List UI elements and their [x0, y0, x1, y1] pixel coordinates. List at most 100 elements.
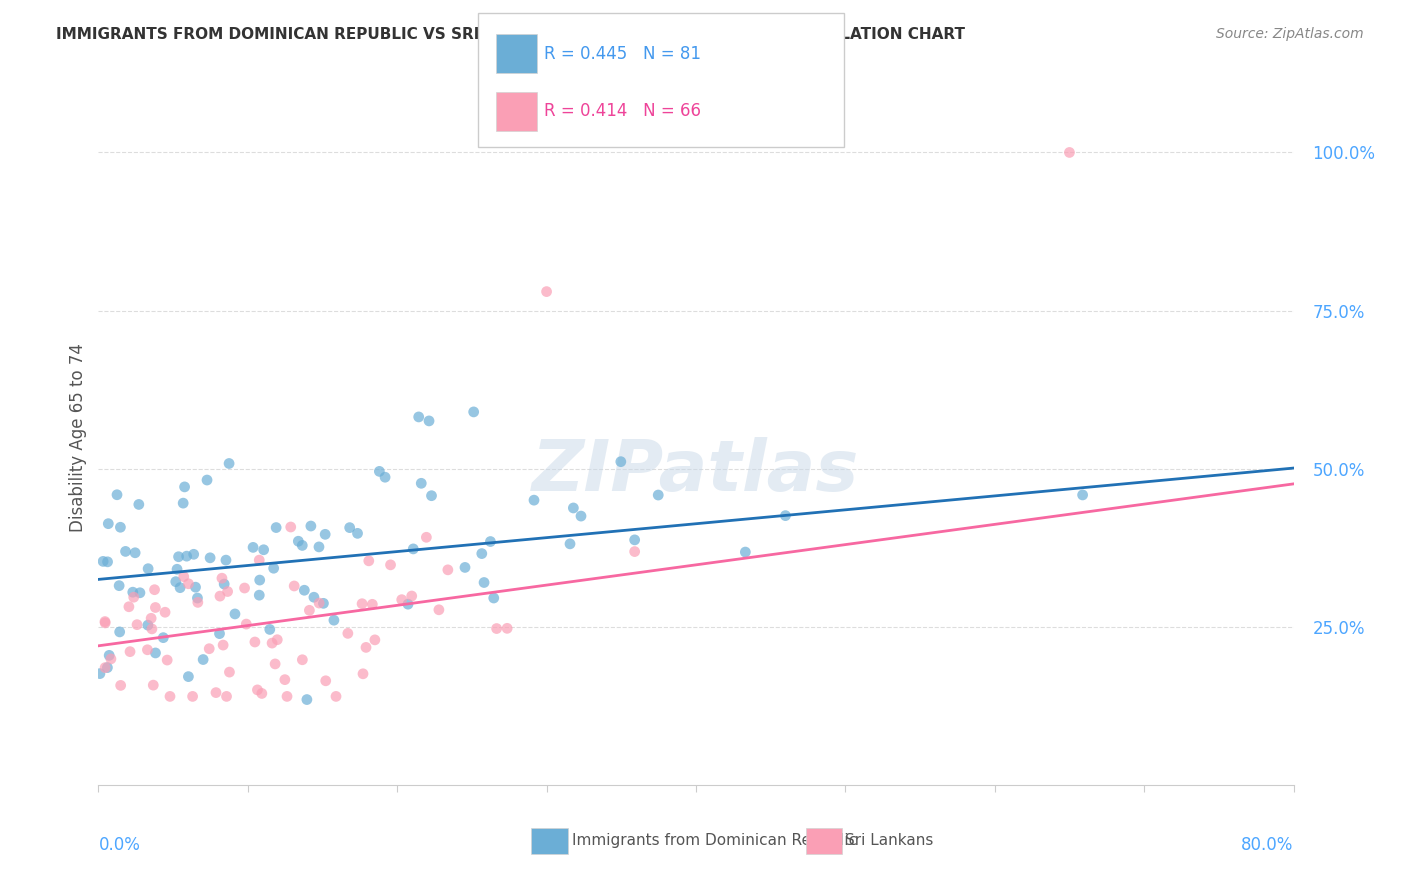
Point: [96, 555, 118, 569]
Point: [122, 591, 145, 605]
Point: [427, 603, 450, 617]
Point: [287, 534, 309, 549]
Point: [136, 642, 159, 657]
Point: [396, 597, 419, 611]
Text: Source: ZipAtlas.com: Source: ZipAtlas.com: [1216, 27, 1364, 41]
Point: [482, 591, 505, 605]
Point: [354, 640, 377, 655]
Point: [352, 597, 374, 611]
Point: [94, 615, 117, 629]
Point: [734, 545, 756, 559]
Point: [97, 516, 120, 531]
Point: [415, 530, 437, 544]
Point: [172, 496, 194, 510]
Point: [339, 521, 361, 535]
Point: [142, 678, 165, 692]
Point: [183, 547, 205, 561]
Point: [198, 641, 221, 656]
Point: [105, 488, 128, 502]
Point: [775, 508, 797, 523]
Point: [523, 493, 546, 508]
Point: [177, 576, 200, 591]
Point: [208, 589, 231, 603]
Text: Immigrants from Dominican Republic: Immigrants from Dominican Republic: [572, 833, 858, 847]
Point: [647, 488, 669, 502]
Point: [558, 537, 581, 551]
Point: [463, 405, 485, 419]
Point: [215, 553, 238, 567]
Point: [312, 596, 335, 610]
Text: IMMIGRANTS FROM DOMINICAN REPUBLIC VS SRI LANKAN DISABILITY AGE 65 TO 74 CORRELA: IMMIGRANTS FROM DOMINICAN REPUBLIC VS SR…: [56, 27, 966, 42]
Point: [562, 500, 585, 515]
Point: [454, 560, 477, 574]
Point: [114, 544, 136, 558]
Point: [145, 646, 167, 660]
Point: [247, 588, 270, 602]
Point: [184, 580, 207, 594]
Point: [152, 631, 174, 645]
Point: [274, 673, 297, 687]
Point: [325, 690, 347, 704]
Point: [253, 542, 276, 557]
Point: [187, 595, 209, 609]
Point: [569, 509, 592, 524]
Point: [145, 600, 167, 615]
Point: [259, 623, 281, 637]
Point: [143, 582, 166, 597]
Point: [141, 622, 163, 636]
Point: [401, 589, 423, 603]
Point: [262, 636, 284, 650]
Point: [266, 632, 288, 647]
Point: [242, 541, 264, 555]
Point: [208, 626, 231, 640]
Point: [108, 624, 131, 639]
Point: [295, 692, 318, 706]
Point: [139, 611, 162, 625]
Point: [471, 547, 494, 561]
Point: [169, 581, 191, 595]
Point: [89, 666, 111, 681]
Point: [308, 596, 330, 610]
Point: [357, 554, 380, 568]
Point: [195, 473, 218, 487]
Point: [536, 285, 558, 299]
Point: [346, 526, 368, 541]
Text: R = 0.414   N = 66: R = 0.414 N = 66: [544, 103, 702, 120]
Text: ZIPatlas: ZIPatlas: [533, 437, 859, 507]
Point: [418, 414, 440, 428]
Point: [623, 533, 645, 547]
Point: [176, 549, 198, 563]
Point: [291, 538, 314, 552]
Point: [276, 690, 298, 704]
Point: [243, 635, 266, 649]
Point: [361, 597, 384, 611]
Point: [233, 581, 256, 595]
Point: [610, 455, 633, 469]
Point: [402, 541, 425, 556]
Point: [1059, 145, 1081, 160]
Point: [352, 666, 374, 681]
Point: [124, 546, 146, 560]
Point: [235, 617, 257, 632]
Point: [215, 690, 238, 704]
Point: [173, 569, 195, 583]
Point: [98, 648, 121, 663]
Point: [299, 519, 322, 533]
Point: [153, 605, 176, 619]
Point: [181, 690, 204, 704]
Point: [218, 665, 240, 679]
Point: [91, 554, 114, 568]
Point: [118, 599, 141, 614]
Point: [283, 579, 305, 593]
Point: [291, 653, 314, 667]
Point: [110, 520, 132, 534]
Point: [136, 618, 159, 632]
Text: R = 0.445   N = 81: R = 0.445 N = 81: [544, 45, 702, 62]
Point: [249, 573, 271, 587]
Point: [96, 660, 118, 674]
Point: [177, 670, 200, 684]
Point: [250, 686, 273, 700]
Y-axis label: Disability Age 65 to 74: Disability Age 65 to 74: [69, 343, 87, 532]
Point: [186, 591, 208, 605]
Point: [368, 464, 391, 478]
